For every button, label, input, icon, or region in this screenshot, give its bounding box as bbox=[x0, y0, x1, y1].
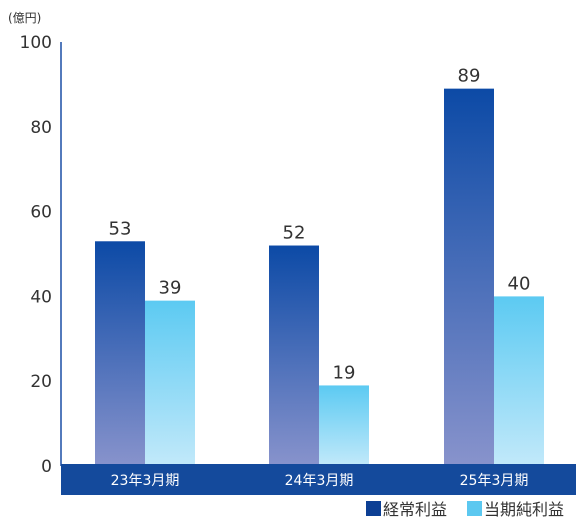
y-axis-ticks: 0 20 40 60 80 100 bbox=[20, 33, 52, 477]
category-labels: 23年3月期 24年3月期 25年3月期 bbox=[111, 473, 529, 489]
legend-swatch-net-income bbox=[467, 501, 482, 516]
y-tick-label: 0 bbox=[41, 457, 52, 477]
bars bbox=[95, 88, 544, 466]
data-label: 89 bbox=[458, 66, 481, 87]
y-tick-label: 20 bbox=[30, 372, 52, 392]
legend-swatch-operating-profit bbox=[366, 501, 381, 516]
x-category-label: 23年3月期 bbox=[111, 473, 180, 489]
data-label: 52 bbox=[283, 223, 306, 244]
y-tick-label: 100 bbox=[20, 33, 52, 53]
category-band bbox=[61, 464, 576, 495]
x-category-label: 24年3月期 bbox=[285, 473, 354, 489]
x-category-label: 25年3月期 bbox=[460, 473, 529, 489]
y-tick-label: 80 bbox=[30, 118, 52, 138]
legend-label-operating-profit: 経常利益 bbox=[383, 500, 447, 519]
bar bbox=[145, 300, 195, 466]
data-label: 53 bbox=[109, 218, 132, 239]
bar bbox=[269, 245, 319, 466]
bar bbox=[319, 385, 369, 466]
bar bbox=[95, 241, 145, 466]
bar bbox=[444, 88, 494, 466]
data-label: 40 bbox=[508, 273, 531, 294]
y-unit-label: (億円) bbox=[8, 11, 41, 25]
legend: 経常利益 当期純利益 bbox=[366, 500, 564, 519]
legend-label-net-income: 当期純利益 bbox=[484, 500, 564, 519]
data-label: 19 bbox=[333, 362, 356, 383]
bar bbox=[494, 296, 544, 466]
y-tick-label: 40 bbox=[30, 287, 52, 307]
data-labels: 53 39 52 19 89 40 bbox=[109, 66, 531, 384]
y-tick-label: 60 bbox=[30, 203, 52, 223]
data-label: 39 bbox=[159, 278, 182, 299]
